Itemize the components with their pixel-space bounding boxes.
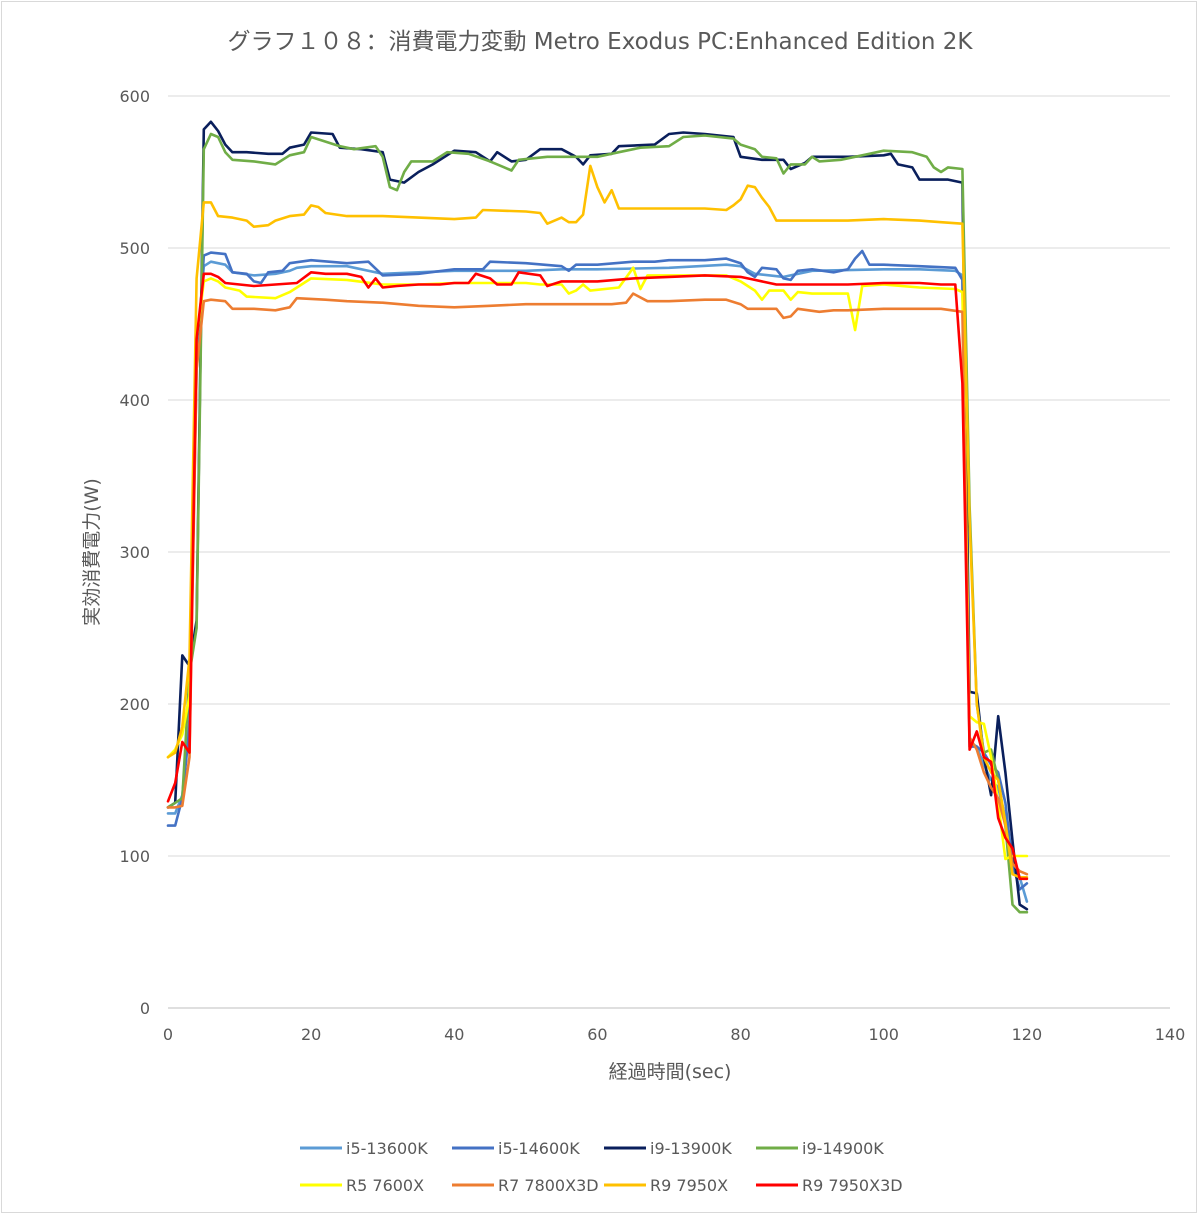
- legend-item: R9 7950X: [604, 1176, 728, 1195]
- series-line-i5-13600k: [166, 260, 1029, 903]
- y-axis-label: 実効消費電力(W): [81, 478, 103, 626]
- legend-label: i9-13900K: [650, 1139, 732, 1158]
- legend-label: R9 7950X: [650, 1176, 728, 1195]
- series-line-i9-14900k: [166, 132, 1029, 914]
- legend-item: R5 7600X: [300, 1176, 424, 1195]
- legend-label: R7 7800X3D: [498, 1176, 599, 1195]
- legend-item: i5-13600K: [300, 1139, 428, 1158]
- legend-item: i9-13900K: [604, 1139, 732, 1158]
- x-tick-label: 140: [1155, 1025, 1186, 1044]
- y-tick-label: 0: [140, 999, 150, 1018]
- legend-item: R7 7800X3D: [452, 1176, 599, 1195]
- series-line-i5-14600k: [166, 249, 1029, 891]
- series-line-r9-7950x: [166, 164, 1029, 879]
- y-axis-ticks: 0 100 200 300 400 500 600: [119, 87, 150, 1018]
- legend-item: i9-14900K: [756, 1139, 884, 1158]
- series-line-r9-7950x3d: [166, 270, 1029, 881]
- x-tick-label: 80: [730, 1025, 750, 1044]
- x-axis-label: 経過時間(sec): [609, 1061, 732, 1083]
- y-tick-label: 200: [119, 695, 150, 714]
- y-tick-label: 400: [119, 391, 150, 410]
- legend: i5-13600K i5-14600K i9-13900K i9-14900K R5 7…: [300, 1139, 903, 1195]
- legend-label: R9 7950X3D: [802, 1176, 903, 1195]
- x-tick-label: 100: [868, 1025, 899, 1044]
- legend-label: i5-13600K: [346, 1139, 428, 1158]
- series-lines: [166, 120, 1029, 914]
- chart-title: グラフ１０８：消費電力変動 Metro Exodus PC:Enhanced E…: [227, 29, 973, 55]
- legend-label: i9-14900K: [802, 1139, 884, 1158]
- x-axis-ticks: 0 20 40 60 80 100 120 140: [163, 1025, 1185, 1044]
- legend-label: R5 7600X: [346, 1176, 424, 1195]
- x-tick-label: 60: [587, 1025, 607, 1044]
- y-tick-label: 600: [119, 87, 150, 106]
- legend-item: i5-14600K: [452, 1139, 580, 1158]
- series-line-i9-13900k: [166, 120, 1029, 911]
- legend-item: R9 7950X3D: [756, 1176, 903, 1195]
- x-tick-label: 0: [163, 1025, 173, 1044]
- x-tick-label: 20: [301, 1025, 321, 1044]
- gridlines: [168, 95, 1170, 1009]
- series-line-r5-7600x: [166, 266, 1029, 861]
- y-tick-label: 500: [119, 239, 150, 258]
- legend-label: i5-14600K: [498, 1139, 580, 1158]
- x-tick-label: 120: [1012, 1025, 1043, 1044]
- series-line-r7-7800x3d: [166, 292, 1029, 876]
- x-tick-label: 40: [444, 1025, 464, 1044]
- y-tick-label: 300: [119, 543, 150, 562]
- y-tick-label: 100: [119, 847, 150, 866]
